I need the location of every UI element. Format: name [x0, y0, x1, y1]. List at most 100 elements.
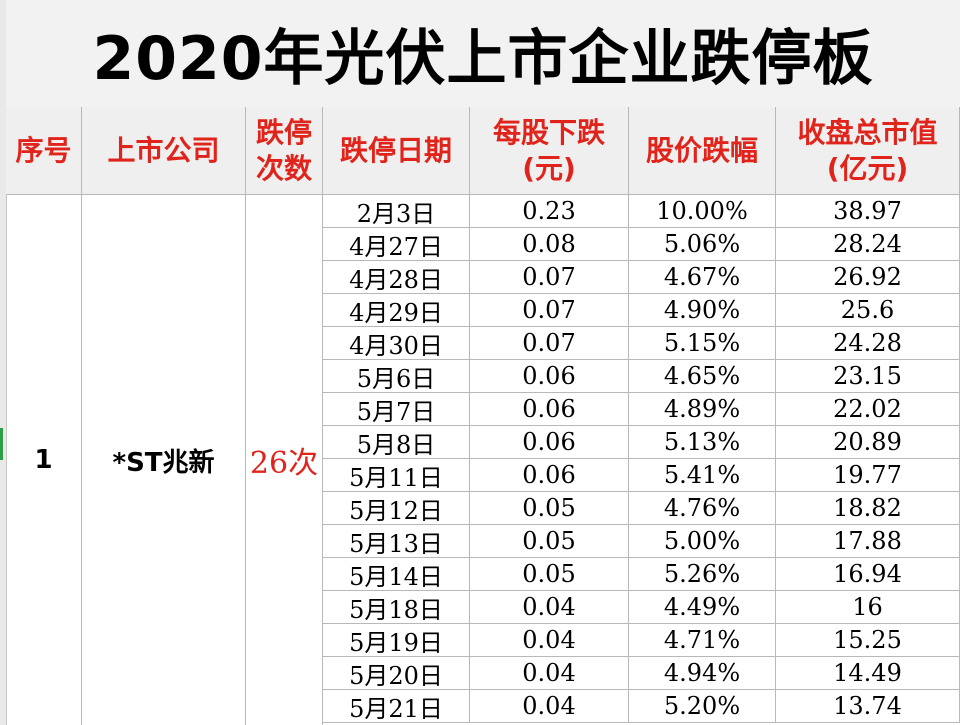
header-pct[interactable]: 股价跌幅 — [629, 107, 776, 195]
date-cell[interactable]: 4月30日 — [323, 327, 470, 360]
pct-cell[interactable]: 4.90% — [629, 294, 776, 327]
pct-cell[interactable]: 5.26% — [629, 558, 776, 591]
cap-cell[interactable]: 16.94 — [776, 558, 960, 591]
date-cell[interactable]: 5月14日 — [323, 558, 470, 591]
drop-cell[interactable]: 0.07 — [470, 261, 629, 294]
cap-cell[interactable]: 20.89 — [776, 426, 960, 459]
table-row: 4月29日 0.07 4.90% 25.6 — [323, 294, 960, 327]
pct-cell[interactable]: 5.06% — [629, 228, 776, 261]
cap-cell[interactable]: 16 — [776, 591, 960, 624]
date-cell[interactable]: 4月28日 — [323, 261, 470, 294]
table-row: 5月7日 0.06 4.89% 22.02 — [323, 393, 960, 426]
pct-cell[interactable]: 4.89% — [629, 393, 776, 426]
pct-cell[interactable]: 10.00% — [629, 195, 776, 228]
header-cap[interactable]: 收盘总市值 (亿元) — [776, 107, 960, 195]
cap-cell[interactable]: 23.15 — [776, 360, 960, 393]
cap-cell[interactable]: 26.92 — [776, 261, 960, 294]
date-cell[interactable]: 5月11日 — [323, 459, 470, 492]
pct-cell[interactable]: 4.49% — [629, 591, 776, 624]
cap-cell[interactable]: 17.88 — [776, 525, 960, 558]
pct-cell[interactable]: 4.71% — [629, 624, 776, 657]
table-row: 5月14日 0.05 5.26% 16.94 — [323, 558, 960, 591]
date-cell[interactable]: 5月7日 — [323, 393, 470, 426]
pct-cell[interactable]: 4.76% — [629, 492, 776, 525]
active-row-indicator — [0, 428, 3, 460]
header-company-label: 上市公司 — [107, 133, 220, 167]
seq-value: 1 — [34, 445, 53, 475]
drop-cell[interactable]: 0.04 — [470, 657, 629, 690]
cap-cell[interactable]: 22.02 — [776, 393, 960, 426]
cap-cell[interactable]: 19.77 — [776, 459, 960, 492]
cap-cell[interactable]: 13.74 — [776, 690, 960, 723]
drop-cell[interactable]: 0.04 — [470, 624, 629, 657]
header-count-line2: 次数 — [255, 151, 312, 185]
drop-cell[interactable]: 0.05 — [470, 492, 629, 525]
pct-cell[interactable]: 4.65% — [629, 360, 776, 393]
date-cell[interactable]: 4月29日 — [323, 294, 470, 327]
drop-cell[interactable]: 0.07 — [470, 327, 629, 360]
title-cell[interactable]: 2020年光伏上市企业跌停板 — [6, 0, 960, 108]
header-cap-line2: (亿元) — [826, 151, 909, 185]
date-cell[interactable]: 5月12日 — [323, 492, 470, 525]
company-cell[interactable]: *ST兆新 — [82, 195, 246, 725]
pct-cell[interactable]: 5.41% — [629, 459, 776, 492]
header-row: 序号 上市公司 跌停 次数 跌停日期 每股下跌 (元) 股价跌幅 收盘总市值 — [6, 107, 960, 195]
date-cell[interactable]: 5月6日 — [323, 360, 470, 393]
drop-cell[interactable]: 0.06 — [470, 360, 629, 393]
table-row: 5月19日 0.04 4.71% 15.25 — [323, 624, 960, 657]
date-cell[interactable]: 5月8日 — [323, 426, 470, 459]
cap-cell[interactable]: 15.25 — [776, 624, 960, 657]
drop-cell[interactable]: 0.06 — [470, 426, 629, 459]
date-cell[interactable]: 5月13日 — [323, 525, 470, 558]
drop-cell[interactable]: 0.04 — [470, 591, 629, 624]
pct-cell[interactable]: 5.15% — [629, 327, 776, 360]
count-cell[interactable]: 26次 — [246, 195, 323, 725]
pct-cell[interactable]: 4.67% — [629, 261, 776, 294]
date-cell[interactable]: 2月3日 — [323, 195, 470, 228]
drop-cell[interactable]: 0.08 — [470, 228, 629, 261]
page-title: 2020年光伏上市企业跌停板 — [92, 24, 874, 94]
drop-cell[interactable]: 0.06 — [470, 393, 629, 426]
cap-cell[interactable]: 18.82 — [776, 492, 960, 525]
drop-cell[interactable]: 0.07 — [470, 294, 629, 327]
table-row: 2月3日 0.23 10.00% 38.97 — [323, 195, 960, 228]
date-cell[interactable]: 5月18日 — [323, 591, 470, 624]
header-drop-line2: (元) — [522, 151, 576, 185]
drop-cell[interactable]: 0.23 — [470, 195, 629, 228]
cap-cell[interactable]: 38.97 — [776, 195, 960, 228]
pct-cell[interactable]: 5.13% — [629, 426, 776, 459]
drop-cell[interactable]: 0.05 — [470, 558, 629, 591]
date-cell[interactable]: 5月21日 — [323, 690, 470, 723]
pct-cell[interactable]: 4.94% — [629, 657, 776, 690]
header-cap-line1: 收盘总市值 — [797, 115, 938, 149]
row-gutter — [0, 0, 7, 725]
drop-cell[interactable]: 0.05 — [470, 525, 629, 558]
seq-cell[interactable]: 1 — [6, 195, 82, 725]
date-cell[interactable]: 4月27日 — [323, 228, 470, 261]
drop-cell[interactable]: 0.06 — [470, 459, 629, 492]
header-pct-label: 股价跌幅 — [645, 133, 758, 167]
pct-cell[interactable]: 5.00% — [629, 525, 776, 558]
pct-cell[interactable]: 5.20% — [629, 690, 776, 723]
header-count[interactable]: 跌停 次数 — [246, 107, 323, 195]
company-name: *ST兆新 — [112, 447, 215, 478]
table-row: 5月6日 0.06 4.65% 23.15 — [323, 360, 960, 393]
table-row: 5月21日 0.04 5.20% 13.74 — [323, 690, 960, 723]
table-row: 4月30日 0.07 5.15% 24.28 — [323, 327, 960, 360]
header-company[interactable]: 上市公司 — [82, 107, 246, 195]
cap-cell[interactable]: 28.24 — [776, 228, 960, 261]
date-cell[interactable]: 5月19日 — [323, 624, 470, 657]
header-date[interactable]: 跌停日期 — [323, 107, 470, 195]
header-seq-label: 序号 — [15, 133, 72, 167]
drop-cell[interactable]: 0.04 — [470, 690, 629, 723]
table-row: 4月27日 0.08 5.06% 28.24 — [323, 228, 960, 261]
date-cell[interactable]: 5月20日 — [323, 657, 470, 690]
header-seq[interactable]: 序号 — [6, 107, 82, 195]
header-drop[interactable]: 每股下跌 (元) — [470, 107, 629, 195]
cap-cell[interactable]: 24.28 — [776, 327, 960, 360]
table-row: 4月28日 0.07 4.67% 26.92 — [323, 261, 960, 294]
header-drop-line1: 每股下跌 — [492, 115, 605, 149]
cap-cell[interactable]: 14.49 — [776, 657, 960, 690]
cap-cell[interactable]: 25.6 — [776, 294, 960, 327]
